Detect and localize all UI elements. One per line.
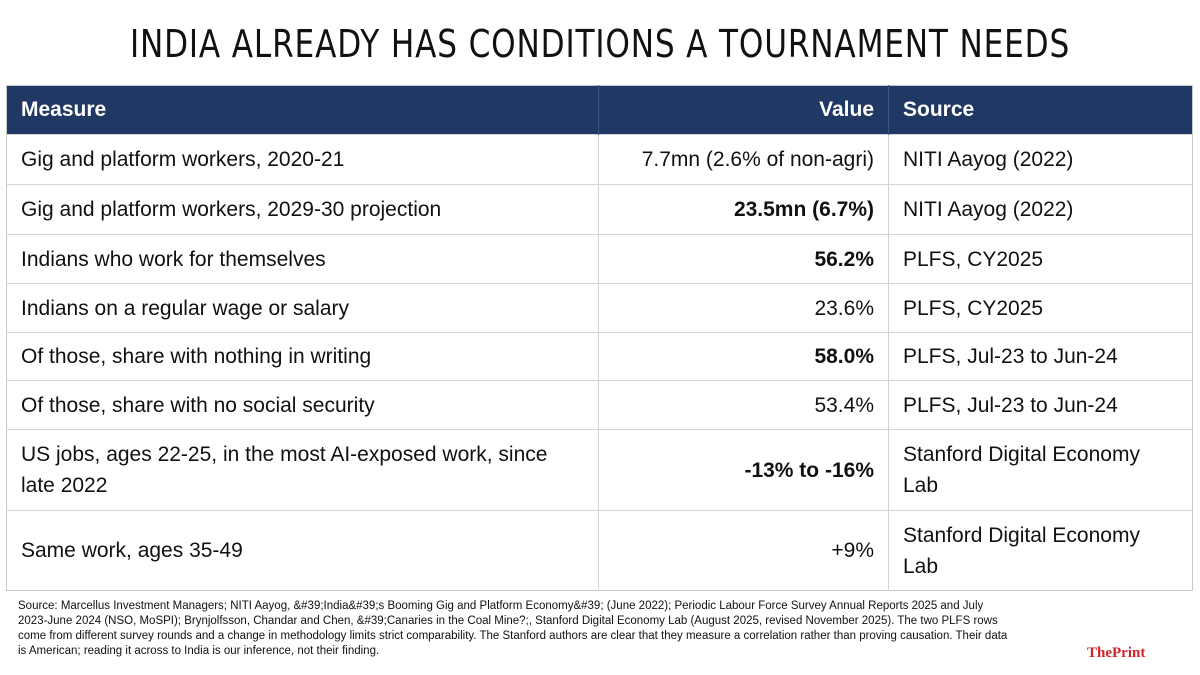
column-header-source: Source [888, 85, 1193, 135]
cell-value: 23.6% [598, 283, 889, 333]
column-header-measure: Measure [6, 85, 599, 135]
table-row: US jobs, ages 22-25, in the most AI-expo… [6, 429, 1193, 511]
table-row: Of those, share with no social security … [6, 380, 1193, 430]
table-row: Gig and platform workers, 2020-21 7.7mn … [6, 134, 1193, 185]
table-row: Gig and platform workers, 2029-30 projec… [6, 184, 1193, 235]
cell-measure: Of those, share with no social security [6, 380, 599, 430]
cell-source: Stanford Digital Economy Lab [888, 429, 1193, 511]
table-row: Indians on a regular wage or salary 23.6… [6, 283, 1193, 333]
cell-measure: Gig and platform workers, 2020-21 [6, 134, 599, 185]
data-table: Measure Value Source Gig and platform wo… [6, 85, 1193, 591]
table-header-row: Measure Value Source [6, 85, 1193, 135]
table-row: Of those, share with nothing in writing … [6, 332, 1193, 381]
cell-value: 7.7mn (2.6% of non-agri) [598, 134, 889, 185]
cell-source: NITI Aayog (2022) [888, 134, 1193, 185]
column-header-value: Value [598, 85, 889, 135]
cell-measure: Of those, share with nothing in writing [6, 332, 599, 381]
cell-measure: Same work, ages 35-49 [6, 510, 599, 591]
cell-value: -13% to -16% [598, 429, 889, 511]
cell-value: +9% [598, 510, 889, 591]
table-row: Indians who work for themselves 56.2% PL… [6, 234, 1193, 284]
cell-measure: Indians who work for themselves [6, 234, 599, 284]
cell-value: 58.0% [598, 332, 889, 381]
theprint-logo: ThePrint [1087, 645, 1146, 661]
cell-measure: Gig and platform workers, 2029-30 projec… [6, 184, 599, 235]
cell-source: PLFS, Jul-23 to Jun-24 [888, 332, 1193, 381]
cell-source: Stanford Digital Economy Lab [888, 510, 1193, 591]
cell-value: 53.4% [598, 380, 889, 430]
cell-source: PLFS, CY2025 [888, 283, 1193, 333]
cell-source: NITI Aayog (2022) [888, 184, 1193, 235]
cell-value: 56.2% [598, 234, 889, 284]
page-title: INDIA ALREADY HAS CONDITIONS A TOURNAMEN… [129, 22, 1071, 66]
cell-measure: US jobs, ages 22-25, in the most AI-expo… [6, 429, 599, 511]
cell-measure: Indians on a regular wage or salary [6, 283, 599, 333]
table-row: Same work, ages 35-49 +9% Stanford Digit… [6, 510, 1193, 591]
cell-value: 23.5mn (6.7%) [598, 184, 889, 235]
cell-source: PLFS, Jul-23 to Jun-24 [888, 380, 1193, 430]
cell-source: PLFS, CY2025 [888, 234, 1193, 284]
source-note: Source: Marcellus Investment Managers; N… [18, 600, 1008, 657]
